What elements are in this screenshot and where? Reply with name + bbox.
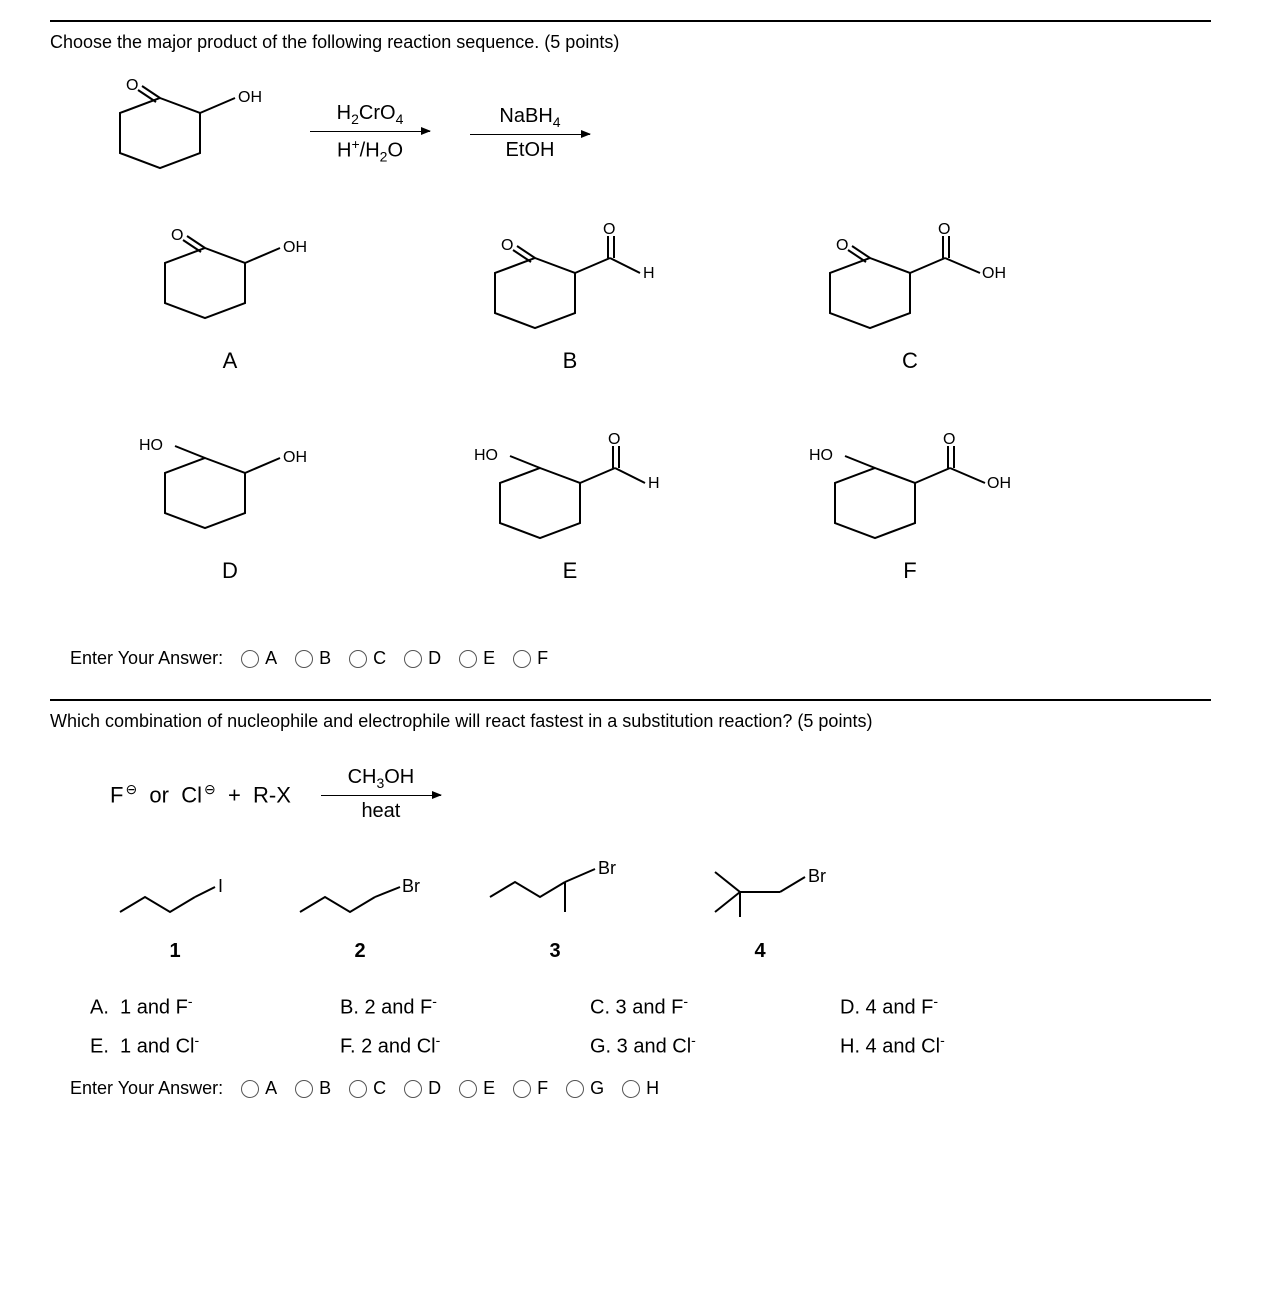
svg-text:I: I xyxy=(218,876,223,896)
q2-choice-g[interactable]: G xyxy=(566,1078,604,1099)
reagent2-top: NaBH4 xyxy=(499,101,560,134)
svg-text:OH: OH xyxy=(982,265,1006,282)
svg-text:OH: OH xyxy=(283,239,307,256)
q1-choice-a[interactable]: A xyxy=(241,648,277,669)
q2-choice-h[interactable]: H xyxy=(622,1078,659,1099)
question-2: Which combination of nucleophile and ele… xyxy=(50,699,1211,1099)
q2-answer-label: Enter Your Answer: xyxy=(70,1078,223,1099)
combo-b: B. 2 and F- xyxy=(340,993,570,1020)
option-f: HO O OH F xyxy=(750,428,1070,628)
substrate-3-num: 3 xyxy=(549,940,560,963)
question-1: Choose the major product of the followin… xyxy=(50,20,1211,669)
q2-choice-c[interactable]: C xyxy=(349,1078,386,1099)
q1-choice-d[interactable]: D xyxy=(404,648,441,669)
svg-text:OH: OH xyxy=(987,475,1011,492)
q2-choice-e[interactable]: E xyxy=(459,1078,495,1099)
option-c: O O OH C xyxy=(750,218,1070,418)
svg-text:O: O xyxy=(943,431,955,448)
svg-text:OH: OH xyxy=(238,89,262,106)
q2-choice-b[interactable]: B xyxy=(295,1078,331,1099)
svg-text:O: O xyxy=(836,237,848,254)
q2-substrates: I 1 Br 2 Br 3 xyxy=(110,857,1211,963)
q2-combos: A. 1 and F- B. 2 and F- C. 3 and F- D. 4… xyxy=(90,993,1211,1058)
q1-choice-b[interactable]: B xyxy=(295,648,331,669)
starting-material: O OH xyxy=(80,78,290,188)
option-a: O OH A xyxy=(70,218,390,418)
substrate-4: Br 4 xyxy=(680,857,840,963)
combo-c: C. 3 and F- xyxy=(590,993,820,1020)
q2-solvent-bot: heat xyxy=(361,796,400,827)
option-f-label: F xyxy=(903,558,916,584)
q1-options: O OH A O O H B xyxy=(70,218,1211,628)
svg-text:O: O xyxy=(608,431,620,448)
svg-text:O: O xyxy=(603,221,615,238)
svg-text:Br: Br xyxy=(808,866,826,886)
option-b: O O H B xyxy=(410,218,730,418)
combo-e: E. 1 and Cl- xyxy=(90,1032,320,1059)
q1-choice-f[interactable]: F xyxy=(513,648,548,669)
q2-solvent-top: CH3OH xyxy=(348,762,415,795)
svg-text:HO: HO xyxy=(139,437,163,454)
option-e: HO O H E xyxy=(410,428,730,628)
svg-text:OH: OH xyxy=(283,449,307,466)
svg-text:HO: HO xyxy=(809,447,833,464)
option-e-label: E xyxy=(563,558,578,584)
svg-text:Br: Br xyxy=(402,876,420,896)
substrate-3: Br 3 xyxy=(480,857,630,963)
reagent2-bot: EtOH xyxy=(506,135,555,166)
combo-f: F. 2 and Cl- xyxy=(340,1032,570,1059)
arrow-step2: NaBH4 EtOH xyxy=(470,101,590,166)
q1-reaction: O OH H2CrO4 H+/H2O NaBH4 EtOH xyxy=(80,78,1211,188)
option-d: HO OH D xyxy=(70,428,390,628)
combo-a: A. 1 and F- xyxy=(90,993,320,1020)
substrate-1-num: 1 xyxy=(169,940,180,963)
substrate-2: Br 2 xyxy=(290,872,430,963)
q2-choice-d[interactable]: D xyxy=(404,1078,441,1099)
arrow-step1: H2CrO4 H+/H2O xyxy=(310,98,430,169)
option-b-label: B xyxy=(563,348,578,374)
combo-h: H. 4 and Cl- xyxy=(840,1032,1070,1059)
q2-answer-row: Enter Your Answer: A B C D E F G H xyxy=(70,1078,1211,1099)
combo-d: D. 4 and F- xyxy=(840,993,1070,1020)
reagent1-bot: H+/H2O xyxy=(337,132,403,169)
svg-text:HO: HO xyxy=(474,447,498,464)
q1-choice-e[interactable]: E xyxy=(459,648,495,669)
q2-choice-a[interactable]: A xyxy=(241,1078,277,1099)
svg-text:O: O xyxy=(501,237,513,254)
substrate-4-num: 4 xyxy=(754,940,765,963)
svg-text:H: H xyxy=(648,475,660,492)
q2-prompt: Which combination of nucleophile and ele… xyxy=(50,711,1211,732)
svg-text:O: O xyxy=(126,78,138,94)
q2-nucleophiles: F⊖ or Cl⊖ + R-X xyxy=(110,781,291,808)
q1-answer-row: Enter Your Answer: A B C D E F xyxy=(70,648,1211,669)
substrate-2-num: 2 xyxy=(354,940,365,963)
combo-g: G. 3 and Cl- xyxy=(590,1032,820,1059)
option-d-label: D xyxy=(222,558,238,584)
svg-text:Br: Br xyxy=(598,858,616,878)
q1-prompt: Choose the major product of the followin… xyxy=(50,32,1211,53)
substrate-1: I 1 xyxy=(110,872,240,963)
svg-text:H: H xyxy=(643,265,655,282)
q2-choice-f[interactable]: F xyxy=(513,1078,548,1099)
q1-choice-c[interactable]: C xyxy=(349,648,386,669)
option-a-label: A xyxy=(223,348,238,374)
reagent1-top: H2CrO4 xyxy=(337,98,404,131)
q2-reaction: F⊖ or Cl⊖ + R-X CH3OH heat xyxy=(110,762,1211,827)
option-c-label: C xyxy=(902,348,918,374)
svg-text:O: O xyxy=(938,221,950,238)
svg-text:O: O xyxy=(171,227,183,244)
q2-arrow: CH3OH heat xyxy=(321,762,441,827)
q1-answer-label: Enter Your Answer: xyxy=(70,648,223,669)
